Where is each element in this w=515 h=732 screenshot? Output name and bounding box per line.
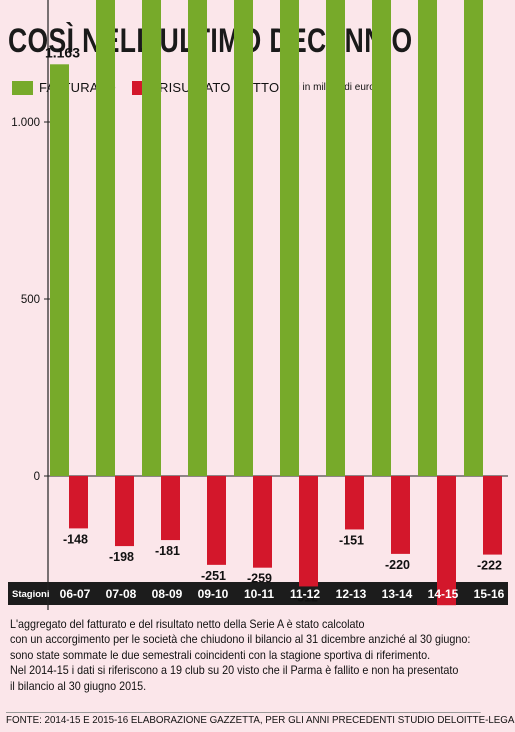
bar-revenue <box>234 0 253 476</box>
footnote: L'aggregato del fatturato e del risultat… <box>10 617 508 694</box>
bar-revenue <box>326 0 345 476</box>
bar-revenue <box>280 0 299 476</box>
bar-net <box>115 476 134 547</box>
bar-revenue <box>418 0 437 476</box>
footnote-line: il bilancio al 30 giugno 2015. <box>10 679 147 693</box>
y-tick-label: 500 <box>21 294 40 306</box>
x-tick-label: 10-11 <box>244 587 274 601</box>
seasons-bar <box>8 582 508 605</box>
bar-chart: 2.0001.5001.0005000-5001.163-14806-071.5… <box>11 0 508 610</box>
data-label-revenue: 1.163 <box>45 44 80 60</box>
data-label-net: -181 <box>155 544 180 558</box>
bar-net <box>253 476 272 568</box>
y-tick-label: 1.000 <box>11 117 40 129</box>
bar-revenue <box>372 0 391 477</box>
data-label-net: -198 <box>109 550 134 564</box>
data-label-net: -312 <box>293 590 318 604</box>
x-tick-label: 12-13 <box>336 587 367 601</box>
data-label-net: -148 <box>63 532 88 546</box>
x-tick-label: 08-09 <box>152 587 183 601</box>
bar-net <box>391 476 410 554</box>
data-label-net: -151 <box>339 533 364 547</box>
footnote-line: sono state sommate le due semestrali coi… <box>10 648 431 662</box>
x-axis-label: Stagioni <box>12 589 49 600</box>
bar-net <box>345 476 364 530</box>
legend-swatch-revenue <box>12 80 33 95</box>
x-tick-label: 13-14 <box>382 587 413 601</box>
source-note: FONTE: 2014-15 E 2015-16 ELABORAZIONE GA… <box>6 712 514 726</box>
bar-revenue <box>50 64 69 476</box>
bar-net <box>483 476 502 555</box>
x-tick-label: 07-08 <box>106 587 137 601</box>
x-tick-label: 11-12 <box>290 587 320 601</box>
data-label-net: -365 <box>431 609 456 610</box>
data-label-net: -220 <box>385 558 410 572</box>
data-label-net: -251 <box>201 569 226 583</box>
footnote-line: con un accorgimento per le società che c… <box>10 633 471 647</box>
bar-net <box>161 476 180 541</box>
x-tick-label: 14-15 <box>428 587 459 601</box>
bar-revenue <box>188 0 207 476</box>
x-tick-label: 09-10 <box>198 587 229 601</box>
bar-net <box>299 476 318 587</box>
bar-revenue <box>96 0 115 476</box>
x-tick-label: 06-07 <box>60 587 91 601</box>
bar-net <box>437 476 456 606</box>
footnote-line: L'aggregato del fatturato e del risultat… <box>10 618 365 631</box>
footnote-line: Nel 2014-15 i dati si riferiscono a 19 c… <box>10 664 459 678</box>
bar-net <box>69 476 88 529</box>
bar-revenue <box>142 0 161 476</box>
data-label-net: -222 <box>477 559 502 573</box>
bar-net <box>207 476 226 565</box>
y-tick-label: 0 <box>34 471 40 483</box>
bar-revenue <box>464 0 483 476</box>
data-label-net: -259 <box>247 572 272 586</box>
x-tick-label: 15-16 <box>474 587 505 601</box>
